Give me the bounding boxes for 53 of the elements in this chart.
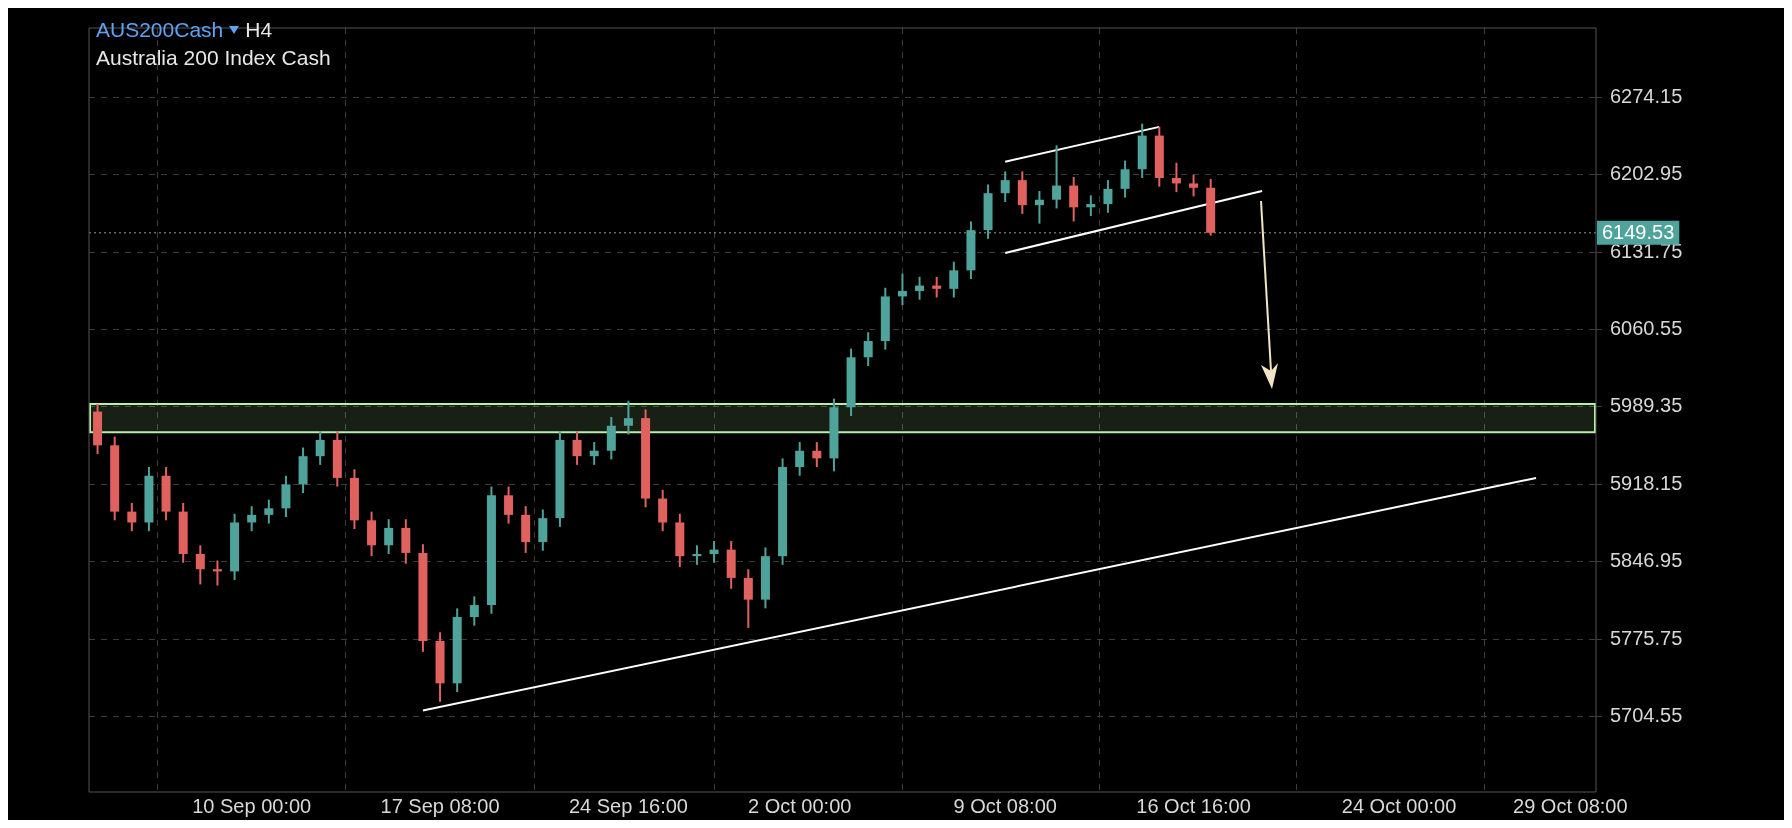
x-tick-label: 16 Oct 16:00 <box>1136 794 1251 817</box>
annotation: H4 <box>245 17 273 43</box>
candlestick <box>1069 175 1079 223</box>
candlestick <box>504 485 514 525</box>
candlestick <box>1120 159 1130 199</box>
candlestick <box>212 559 222 587</box>
y-tick-label: 6202.95 <box>1610 162 1683 185</box>
candlestick <box>315 430 325 466</box>
candlestick <box>863 331 873 367</box>
y-tick-label: 6060.55 <box>1610 317 1683 340</box>
x-tick-label: 24 Oct 00:00 <box>1341 794 1457 817</box>
candlestick <box>709 539 719 564</box>
candlestick <box>1034 190 1044 225</box>
candlestick <box>127 501 137 533</box>
y-tick-label: 5989.35 <box>1610 394 1683 417</box>
candlestick <box>932 275 942 299</box>
x-tick-label: 10 Sep 00:00 <box>192 794 312 817</box>
y-tick-label: 5775.75 <box>1610 626 1683 649</box>
candlestick <box>743 568 753 629</box>
y-tick-label: 6274.15 <box>1610 84 1683 107</box>
candlestick <box>264 498 274 525</box>
candlestick <box>1052 144 1062 210</box>
x-tick-label: 24 Sep 16:00 <box>568 794 688 817</box>
x-tick-label: 29 Oct 08:00 <box>1513 794 1628 817</box>
candlestick <box>538 508 548 552</box>
candlestick <box>1086 194 1096 218</box>
candlestick <box>949 260 959 299</box>
candlestick <box>572 430 582 466</box>
candlestick <box>897 272 907 307</box>
candlestick <box>812 441 822 469</box>
candlestick <box>1171 161 1181 194</box>
candlestick <box>281 474 291 519</box>
candlestick <box>469 595 479 627</box>
candlestick <box>692 544 702 566</box>
candlestick <box>247 505 257 533</box>
y-tick-label: 5704.55 <box>1610 703 1683 726</box>
candlestick <box>658 488 668 533</box>
x-tick-label: 2 Oct 00:00 <box>747 794 852 817</box>
candlestick <box>1000 170 1010 203</box>
candlestick <box>623 399 633 436</box>
candlestick <box>795 441 805 477</box>
x-tick-label: 17 Sep 08:00 <box>380 794 500 817</box>
candlestick <box>1103 179 1113 214</box>
candlestick <box>915 275 925 301</box>
candlestick <box>195 544 205 586</box>
candlestick <box>384 518 394 555</box>
text: Australia 200 Index Cash <box>96 45 331 71</box>
chart-title: AUS200Cash <box>96 17 224 43</box>
y-tick-label: 5846.95 <box>1610 549 1683 572</box>
candlestick <box>589 441 599 466</box>
candlestick <box>1189 173 1199 198</box>
x-tick-label: 9 Oct 08:00 <box>953 794 1057 817</box>
y-tick-label: 5918.15 <box>1610 471 1683 494</box>
